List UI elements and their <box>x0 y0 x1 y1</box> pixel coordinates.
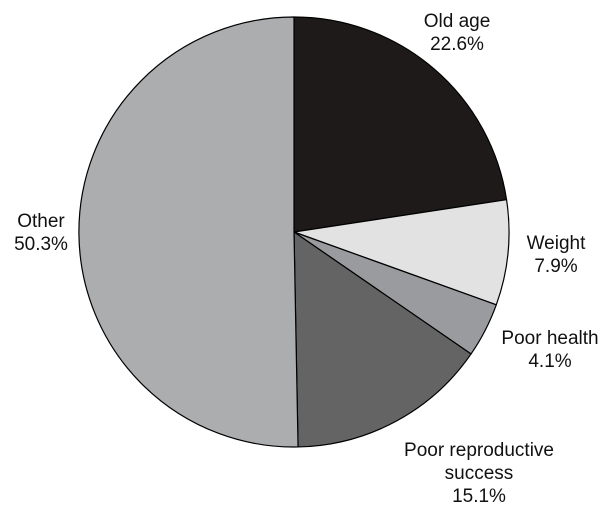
slice-label-other: Other 50.3% <box>14 211 68 255</box>
labels-layer: Old age 22.6%Weight 7.9%Poor health 4.1%Poo… <box>14 11 599 507</box>
slice-category-label: Old age <box>424 11 491 32</box>
pie-slice-other <box>78 16 299 448</box>
slices-layer <box>78 16 510 448</box>
slice-category-label: Other <box>17 211 65 232</box>
slice-label-weight: Weight 7.9% <box>527 233 587 277</box>
slice-value-label: 22.6% <box>430 34 484 55</box>
slice-label-old-age: Old age 22.6% <box>424 11 491 55</box>
slice-category-label: success <box>445 463 514 484</box>
slice-value-label: 15.1% <box>452 486 506 507</box>
slice-label-poor-reproductive-success: Poor reproductive success 15.1% <box>404 440 554 507</box>
slice-value-label: 7.9% <box>534 256 577 277</box>
slice-category-label: Poor reproductive <box>404 440 554 461</box>
slice-value-label: 4.1% <box>528 351 571 372</box>
slice-category-label: Poor health <box>501 328 598 349</box>
slice-category-label: Weight <box>527 233 587 254</box>
pie-slice-old-age <box>293 16 508 233</box>
pie-slice-weight <box>293 199 510 306</box>
slice-value-label: 50.3% <box>14 234 68 255</box>
pie-slice-poor-reproductive-success <box>293 231 472 448</box>
slice-label-poor-health: Poor health 4.1% <box>501 328 598 372</box>
